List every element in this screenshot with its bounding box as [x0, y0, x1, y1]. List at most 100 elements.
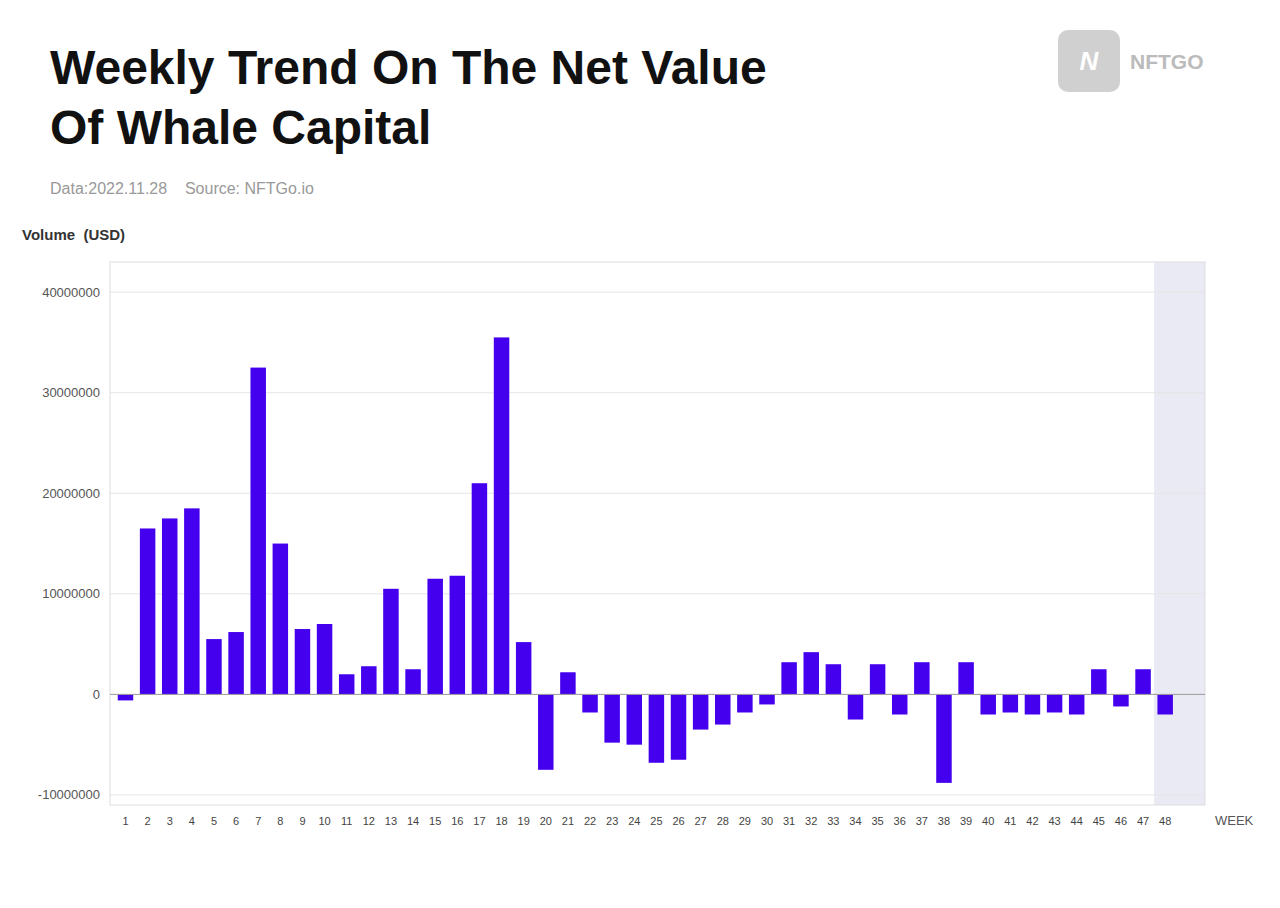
x-tick-label: 34	[849, 815, 861, 827]
x-tick-label: 26	[672, 815, 684, 827]
x-tick-label: 6	[233, 815, 239, 827]
x-tick-label: 12	[363, 815, 375, 827]
bar	[1157, 694, 1172, 714]
bar	[892, 694, 907, 714]
highlight-strip	[1154, 262, 1205, 805]
x-tick-label: 10	[318, 815, 330, 827]
y-axis-label: Volume (USD)	[22, 226, 125, 243]
bar	[759, 694, 774, 704]
bar	[250, 368, 265, 695]
x-tick-label: 14	[407, 815, 419, 827]
logo-icon	[1058, 30, 1120, 92]
bar	[273, 544, 288, 695]
x-tick-label: 39	[960, 815, 972, 827]
x-tick-label: 4	[189, 815, 195, 827]
bar	[317, 624, 332, 694]
bar	[427, 579, 442, 695]
bar	[162, 518, 177, 694]
x-tick-label: 38	[938, 815, 950, 827]
bar	[826, 664, 841, 694]
bar	[715, 694, 730, 724]
bar	[604, 694, 619, 742]
x-tick-label: 33	[827, 815, 839, 827]
x-tick-label: 47	[1137, 815, 1149, 827]
x-tick-label: 2	[145, 815, 151, 827]
logo-letter: N	[1080, 46, 1100, 76]
y-tick-label: 30000000	[42, 385, 100, 400]
bar	[1113, 694, 1128, 706]
x-tick-label: 15	[429, 815, 441, 827]
x-tick-label: 40	[982, 815, 994, 827]
bar	[781, 662, 796, 694]
bar	[848, 694, 863, 719]
x-axis-label: WEEK	[1215, 813, 1254, 828]
x-tick-label: 23	[606, 815, 618, 827]
bars	[118, 337, 1173, 782]
title: Of Whale Capital	[50, 101, 431, 154]
x-tick-label: 20	[540, 815, 552, 827]
x-tick-label: 28	[717, 815, 729, 827]
plot-frame	[110, 262, 1205, 805]
bar	[737, 694, 752, 712]
grid-line	[110, 392, 1205, 393]
bar	[671, 694, 686, 759]
bar	[1047, 694, 1062, 712]
x-tick-label: 3	[167, 815, 173, 827]
background	[0, 0, 1280, 908]
bar	[206, 639, 221, 694]
bar	[804, 652, 819, 694]
x-tick-label: 48	[1159, 815, 1171, 827]
x-tick-label: 1	[122, 815, 128, 827]
bar	[184, 508, 199, 694]
bar	[958, 662, 973, 694]
x-tick-label: 37	[916, 815, 928, 827]
bar	[405, 669, 420, 694]
x-tick-label: 16	[451, 815, 463, 827]
x-tick-label: 43	[1048, 815, 1060, 827]
x-tick-label: 18	[495, 815, 507, 827]
x-tick-label: 7	[255, 815, 261, 827]
x-tick-label: 42	[1026, 815, 1038, 827]
x-tick-label: 31	[783, 815, 795, 827]
x-tick-label: 21	[562, 815, 574, 827]
bar	[140, 528, 155, 694]
y-tick-label: -10000000	[38, 787, 100, 802]
bar	[383, 589, 398, 695]
x-tick-label: 24	[628, 815, 640, 827]
x-tick-label: 13	[385, 815, 397, 827]
bar	[560, 672, 575, 694]
bar	[295, 629, 310, 694]
x-tick-label: 19	[518, 815, 530, 827]
x-tick-label: 9	[299, 815, 305, 827]
grid-line	[110, 794, 1205, 795]
bar	[1091, 669, 1106, 694]
y-tick-label: 20000000	[42, 486, 100, 501]
x-tick-label: 45	[1093, 815, 1105, 827]
x-tick-label: 30	[761, 815, 773, 827]
bar	[627, 694, 642, 744]
logo-text: NFTGO	[1130, 50, 1204, 73]
bar	[339, 674, 354, 694]
x-tick-label: 22	[584, 815, 596, 827]
x-tick-label: 8	[277, 815, 283, 827]
bar	[1135, 669, 1150, 694]
y-tick-label: 10000000	[42, 586, 100, 601]
subtitle: Data:2022.11.28 Source: NFTGo.io	[50, 180, 314, 197]
x-tick-label: 46	[1115, 815, 1127, 827]
bar	[516, 642, 531, 694]
x-tick-label: 35	[871, 815, 883, 827]
bar	[538, 694, 553, 769]
bar	[1003, 694, 1018, 712]
x-tick-label: 5	[211, 815, 217, 827]
zero-line	[110, 694, 1205, 695]
x-tick-label: 41	[1004, 815, 1016, 827]
x-tick-label: 25	[650, 815, 662, 827]
bar	[361, 666, 376, 694]
bar	[228, 632, 243, 694]
bar	[936, 694, 951, 782]
x-tick-label: 27	[695, 815, 707, 827]
x-tick-label: 32	[805, 815, 817, 827]
title: Weekly Trend On The Net Value	[50, 41, 767, 94]
bar	[582, 694, 597, 712]
bar	[118, 694, 133, 700]
